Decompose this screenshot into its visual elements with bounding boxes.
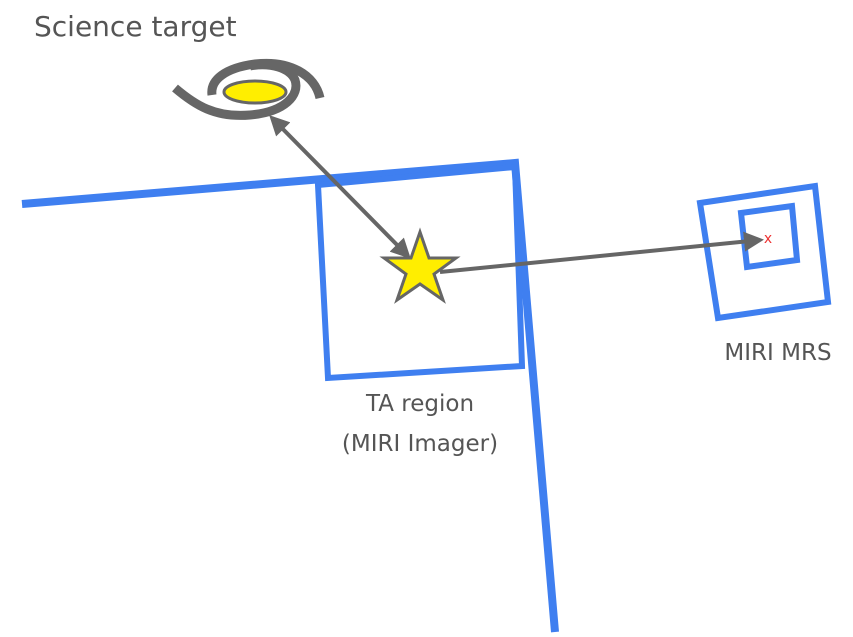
science-target-label: Science target	[34, 10, 237, 43]
mrs-label: MIRI MRS	[724, 340, 831, 366]
diagram: x Science target TA region (MIRI Imager)…	[0, 0, 853, 637]
detector-edge	[22, 163, 555, 632]
arrow-to-target	[272, 118, 408, 256]
science-target-galaxy	[175, 63, 320, 115]
ta-instrument-label: (MIRI Imager)	[342, 431, 498, 457]
mrs-outer-box	[700, 186, 828, 318]
mrs-marker: x	[764, 231, 772, 247]
ta-region-label: TA region	[365, 391, 474, 417]
